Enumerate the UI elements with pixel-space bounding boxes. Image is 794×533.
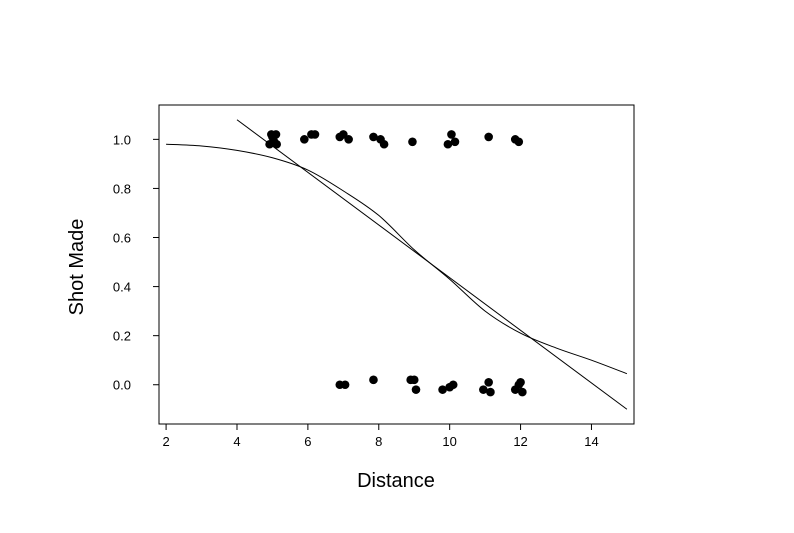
- data-point: [518, 387, 527, 397]
- x-tick-label: 14: [584, 434, 598, 449]
- data-point: [443, 139, 453, 149]
- data-point: [408, 137, 417, 147]
- x-tick-label: 6: [304, 434, 311, 449]
- y-axis: 0.0 0.2 0.4 0.6 0.8 1.0: [113, 132, 159, 393]
- data-point: [272, 139, 281, 149]
- data-point: [484, 377, 493, 387]
- y-tick-label: 0.6: [113, 231, 131, 246]
- plot-frame: [158, 104, 635, 425]
- data-point: [300, 135, 309, 144]
- data-point: [486, 387, 495, 397]
- logistic-fit-curve: [166, 143, 628, 375]
- data-point: [514, 137, 524, 147]
- data-point: [448, 380, 458, 390]
- data-point: [369, 132, 378, 142]
- x-tick-label: 2: [162, 434, 169, 449]
- data-point: [447, 130, 456, 139]
- data-point: [379, 139, 389, 149]
- data-point: [450, 137, 460, 147]
- data-point: [484, 132, 493, 142]
- x-tick-label: 10: [442, 434, 456, 449]
- y-tick-label: 0.4: [113, 280, 131, 295]
- y-tick-label: 0.2: [113, 329, 131, 344]
- data-point: [411, 385, 421, 394]
- data-point: [438, 385, 447, 394]
- data-point: [409, 375, 419, 385]
- x-tick-label: 4: [233, 434, 240, 449]
- x-tick-label: 12: [513, 434, 527, 449]
- y-tick-label: 0.0: [113, 378, 131, 393]
- data-point: [516, 377, 525, 387]
- x-axis-title: Distance: [357, 470, 435, 492]
- x-axis: 2 4 6 8 10 12 14: [162, 424, 599, 449]
- data-point: [369, 375, 378, 385]
- x-tick-label: 8: [375, 434, 382, 449]
- data-point: [267, 130, 276, 139]
- data-point: [340, 380, 350, 390]
- y-axis-title: Shot Made: [66, 219, 88, 316]
- data-point: [310, 130, 320, 139]
- data-point: [344, 135, 353, 144]
- data-point: [479, 385, 488, 394]
- plot-area: [166, 119, 628, 410]
- y-tick-label: 0.8: [113, 181, 131, 196]
- y-tick-label: 1.0: [113, 132, 131, 147]
